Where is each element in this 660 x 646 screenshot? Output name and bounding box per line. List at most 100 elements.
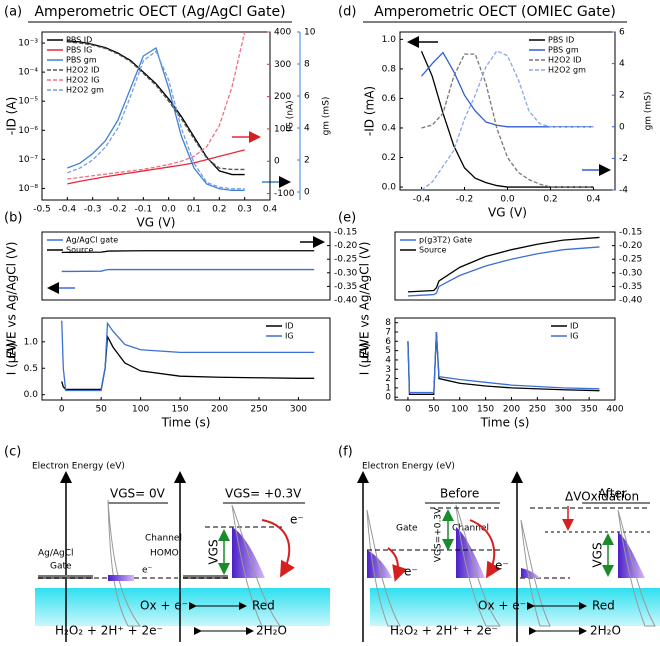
y-tick-label: 1.0 <box>382 35 397 45</box>
panel-label: (c) <box>4 445 21 460</box>
x-tick-label: -0.5 <box>33 205 51 215</box>
reaction-text: Red <box>252 599 275 613</box>
bias-text: VGS=+0.3V <box>434 507 444 562</box>
x-tick-label: 0.1 <box>187 205 201 215</box>
panel-label: (f) <box>338 445 353 460</box>
y-tick-label: -4 <box>619 186 628 196</box>
gate-dos <box>521 568 540 578</box>
y-tick-label: 10 <box>304 28 316 38</box>
reaction-text: 2H₂O <box>256 624 287 638</box>
state-title: VGS= 0V <box>110 487 166 501</box>
y-tick-label: 7 <box>385 327 391 337</box>
x-tick-label: -0.4 <box>413 195 431 205</box>
y-tick-label: 100 <box>274 124 291 134</box>
x-tick-label: 150 <box>171 405 188 415</box>
reaction-text: 2H₂O <box>590 624 621 638</box>
reaction-text: H₂O₂ + 2H⁺ + 2e⁻ <box>390 624 498 638</box>
x-tick-label: 50 <box>428 405 440 415</box>
electron: e⁻ <box>404 565 418 579</box>
channel-dos <box>618 532 645 578</box>
y-tick-label: -2 <box>619 154 628 164</box>
panel-label: (a) <box>4 5 22 20</box>
x-tick-label: 200 <box>503 405 520 415</box>
y-tick-label: 2 <box>385 374 391 384</box>
legend-label: ID <box>570 322 579 331</box>
electron: e⁻ <box>290 513 304 527</box>
data-line <box>67 47 245 192</box>
legend-label: Source <box>66 246 94 255</box>
chart-title: Amperometric OECT (OMIEC Gate) <box>374 4 616 20</box>
legend-label: H2O2 ID <box>548 56 582 65</box>
data-line <box>407 331 600 394</box>
y-axis-label: -ID (mA) <box>363 86 377 136</box>
chart-title: Amperometric OECT (Ag/AgCl Gate) <box>34 4 285 20</box>
dos-outline <box>231 504 282 627</box>
diagram-f: (f) Electron Energy (eV) Before After Ga… <box>338 445 660 642</box>
gate-text: Ag/AgCl <box>38 549 74 559</box>
y-tick-label: -0.25 <box>334 255 357 265</box>
legend-label: PBS ID <box>548 36 574 45</box>
data-line <box>421 53 594 188</box>
gate-level <box>38 575 93 579</box>
legend-label: H2O2 ID <box>66 66 100 75</box>
plot-frame <box>41 231 331 301</box>
x-tick-label: -0.2 <box>109 205 127 215</box>
electron: e⁻ <box>142 566 153 576</box>
panel-label: (b) <box>4 211 22 226</box>
state-title: VGS= +0.3V <box>225 487 302 501</box>
y-tick-label: 0.0 <box>24 390 39 400</box>
electron-transfer <box>261 519 295 578</box>
legend-label: PBS gm <box>548 46 579 55</box>
channel-dos <box>232 527 265 578</box>
x-tick-label: 100 <box>451 405 468 415</box>
panel-label: (e) <box>338 211 356 226</box>
x-tick-label: 100 <box>132 405 149 415</box>
y-tick-label: 2 <box>619 91 625 101</box>
x-tick-label: 0.0 <box>162 205 177 215</box>
electrolyte <box>370 588 660 626</box>
electron-transfer <box>469 519 502 579</box>
data-line <box>407 331 600 396</box>
y-tick-label: -0.20 <box>619 241 643 251</box>
x-tick-label: 250 <box>529 405 546 415</box>
channel-dos <box>108 575 134 581</box>
x-tick-label: 0.4 <box>263 205 278 215</box>
y2-axis-label: IG (nA) <box>286 100 296 131</box>
data-line <box>67 149 245 185</box>
channel-text: HOMO <box>150 549 179 559</box>
y-tick-label: 300 <box>274 60 291 70</box>
plot-frame <box>394 317 616 401</box>
x-tick-label: 0 <box>59 405 65 415</box>
x-tick-label: 300 <box>290 405 307 415</box>
legend-label: Source <box>419 246 447 255</box>
y-tick-label: 10⁻⁵ <box>18 97 38 107</box>
y-tick-label: 0 <box>304 188 310 198</box>
legend-label: H2O2 gm <box>66 86 104 95</box>
y-tick-label: 10⁻⁴ <box>18 68 38 78</box>
y-tick-label: 0.5 <box>24 364 38 374</box>
gate-level <box>183 575 228 579</box>
x-tick-label: 200 <box>211 405 228 415</box>
x-axis-label: Time (s) <box>161 416 211 430</box>
diagram-c: (c) Electron Energy (eV) VGS= 0V VGS= +0… <box>4 445 330 642</box>
y-tick-label: 0 <box>385 393 391 403</box>
x-tick-label: 400 <box>606 405 623 415</box>
y-tick-label: -0.15 <box>334 228 357 238</box>
legend-label: PBS ID <box>66 36 92 45</box>
y-tick-label: 0.2 <box>382 153 396 163</box>
data-line <box>67 50 245 190</box>
y-tick-label: 0.6 <box>382 94 397 104</box>
channel-text: Channel <box>452 524 489 534</box>
dos-outline <box>366 509 401 627</box>
x-tick-label: -0.1 <box>135 205 153 215</box>
x-tick-label: 350 <box>581 405 598 415</box>
x-tick-label: 0.0 <box>500 195 515 205</box>
data-line <box>61 320 315 392</box>
electrolyte <box>35 588 330 626</box>
plot-frame <box>394 231 616 301</box>
legend-label: p(g3T2) Gate <box>419 236 472 245</box>
y2-axis-label: gm (mS) <box>644 92 654 131</box>
y-tick-label: 10⁻⁶ <box>18 126 38 136</box>
